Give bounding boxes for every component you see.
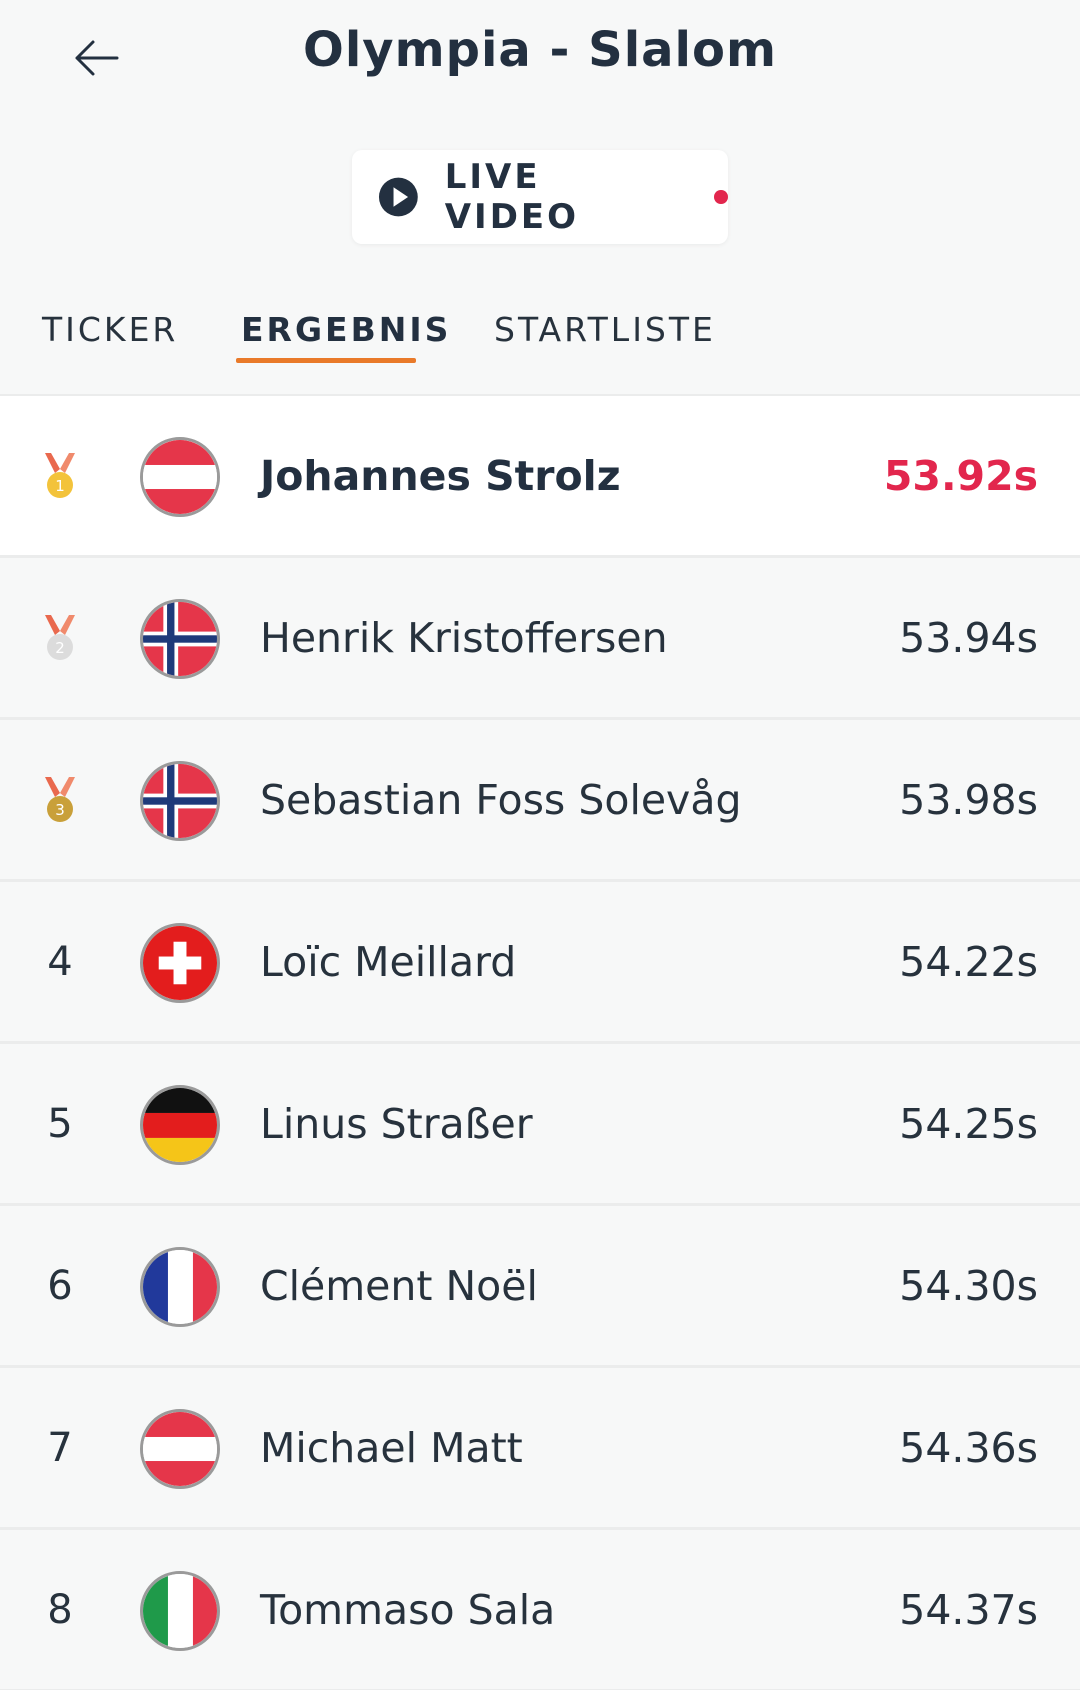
norway-flag-icon	[140, 599, 220, 679]
result-row[interactable]: 6 Clément Noël 54.30s	[0, 1206, 1080, 1368]
arrow-left-icon	[75, 40, 119, 76]
result-row[interactable]: 5 Linus Straßer 54.25s	[0, 1044, 1080, 1206]
gold-medal-icon: 1	[45, 452, 75, 498]
rank-number: 7	[47, 1424, 73, 1471]
result-time: 54.30s	[899, 1261, 1038, 1310]
back-button[interactable]	[64, 30, 128, 86]
svg-text:2: 2	[55, 639, 65, 657]
rank-number: 5	[47, 1100, 73, 1147]
result-time: 53.92s	[883, 451, 1038, 500]
result-row[interactable]: 1 Johannes Strolz 53.92s	[0, 396, 1080, 558]
tabs-divider	[0, 394, 1080, 396]
italy-flag-icon	[140, 1571, 220, 1651]
rank-number: 8	[47, 1586, 73, 1633]
rank-number: 6	[47, 1262, 73, 1309]
tab-ticker[interactable]: TICKER	[42, 310, 179, 349]
rank-cell: 1	[36, 396, 84, 555]
athlete-name: Michael Matt	[260, 1423, 523, 1472]
play-circle-icon	[378, 177, 418, 217]
result-time: 54.22s	[899, 937, 1038, 986]
result-row[interactable]: 7 Michael Matt 54.36s	[0, 1368, 1080, 1530]
active-tab-indicator	[236, 358, 416, 363]
germany-flag-icon	[140, 1085, 220, 1165]
athlete-name: Linus Straßer	[260, 1099, 533, 1148]
athlete-name: Clément Noël	[260, 1261, 538, 1310]
rank-cell: 2	[36, 558, 84, 717]
rank-number: 4	[47, 938, 73, 985]
switzerland-flag-icon	[140, 923, 220, 1003]
france-flag-icon	[140, 1247, 220, 1327]
result-time: 53.94s	[899, 613, 1038, 662]
result-row[interactable]: 8 Tommaso Sala 54.37s	[0, 1530, 1080, 1690]
tab-startliste[interactable]: STARTLISTE	[494, 310, 716, 349]
tab-ergebnis[interactable]: ERGEBNIS	[241, 310, 452, 349]
result-time: 53.98s	[899, 775, 1038, 824]
athlete-name: Henrik Kristoffersen	[260, 613, 668, 662]
svg-text:1: 1	[55, 477, 65, 495]
live-video-button[interactable]: LIVE VIDEO	[352, 150, 728, 244]
austria-flag-icon	[140, 437, 220, 517]
athlete-name: Johannes Strolz	[260, 451, 621, 500]
result-row[interactable]: 3 Sebastian Foss Solevåg 53.98s	[0, 720, 1080, 882]
live-video-label: LIVE VIDEO	[444, 157, 580, 237]
live-indicator-dot	[714, 190, 728, 204]
athlete-name: Loïc Meillard	[260, 937, 517, 986]
rank-cell: 3	[36, 720, 84, 879]
result-time: 54.25s	[899, 1099, 1038, 1148]
app-header: Olympia - Slalom	[0, 0, 1080, 118]
svg-text:3: 3	[55, 801, 65, 819]
result-row[interactable]: 4 Loïc Meillard 54.22s	[0, 882, 1080, 1044]
athlete-name: Sebastian Foss Solevåg	[260, 775, 742, 824]
result-row[interactable]: 2 Henrik Kristoffersen 53.94s	[0, 558, 1080, 720]
page-title: Olympia - Slalom	[303, 22, 777, 78]
austria-flag-icon	[140, 1409, 220, 1489]
result-time: 54.36s	[899, 1423, 1038, 1472]
athlete-name: Tommaso Sala	[260, 1585, 556, 1634]
tab-bar: TICKER ERGEBNIS STARTLISTE	[0, 296, 1080, 366]
silver-medal-icon: 2	[45, 614, 75, 660]
results-list: 1 Johannes Strolz 53.92s 2	[0, 396, 1080, 1690]
result-time: 54.37s	[899, 1585, 1038, 1634]
norway-flag-icon	[140, 761, 220, 841]
bronze-medal-icon: 3	[45, 776, 75, 822]
